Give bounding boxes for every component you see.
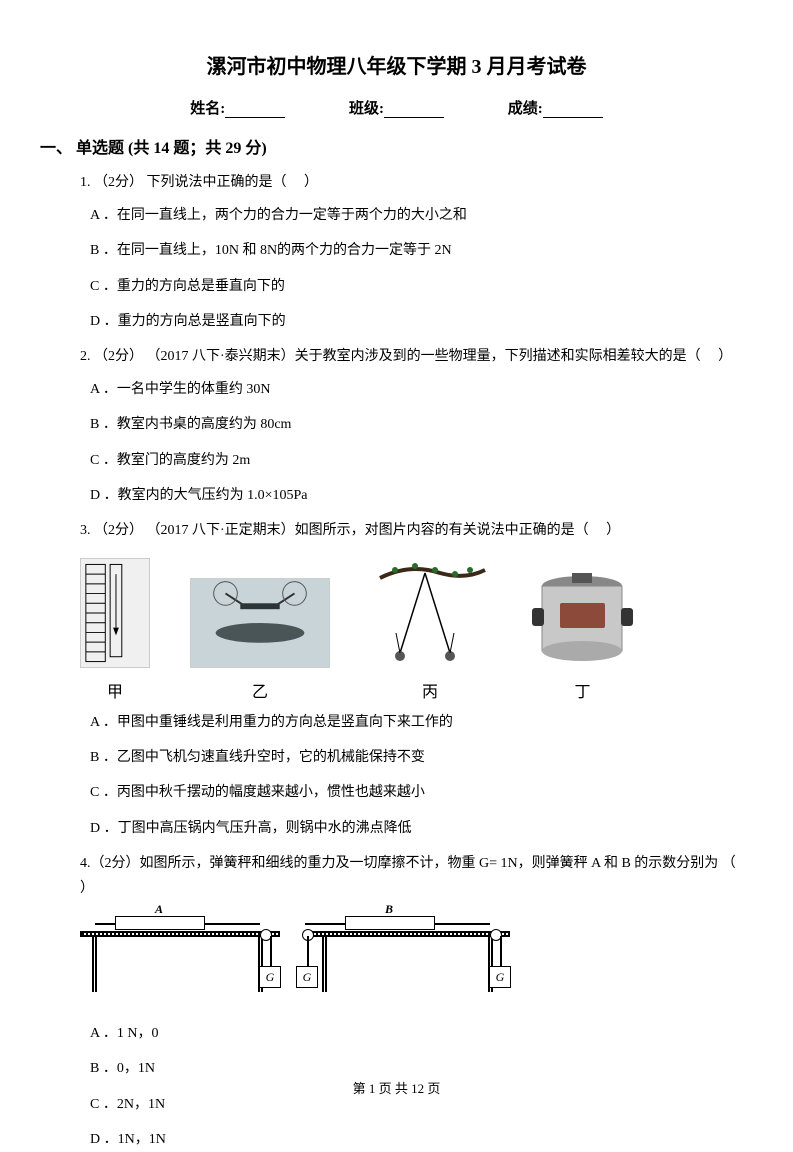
spring-b-label: B [385,902,393,917]
question-2: 2. （2分） （2017 八下·泰兴期末）关于教室内涉及到的一些物理量，下列描… [80,344,753,508]
spring-scale-b [345,916,435,930]
q3-label-bing: 丙 [422,678,438,702]
q3-label-yi: 乙 [252,678,268,702]
q3-image-jia: 甲 [80,558,150,702]
page-footer: 第 1 页 共 12 页 [0,1078,793,1097]
name-label: 姓名: [190,101,225,117]
q3-label-ding: 丁 [574,678,590,702]
table-leg-a-left [92,937,97,992]
weight-b-left: G [296,966,318,988]
footer-mid: 页 共 [375,1081,411,1096]
footer-prefix: 第 [353,1081,369,1096]
plumb-line-icon [80,558,150,668]
section-header: 一、 单选题 (共 14 题；共 29 分) [40,134,753,158]
q4-text: 4.（2分）如图所示，弹簧秤和细线的重力及一切摩擦不计，物重 G= 1N，则弹簧… [80,851,753,901]
string-b-horiz-r [435,923,490,925]
score-underline [543,102,603,118]
swing-icon [370,558,490,668]
q4-option-d: D ．1N，1N [90,1127,753,1152]
score-label: 成绩: [508,101,543,117]
spring-scale-a [115,916,205,930]
q3-images-row: 甲 乙 [80,558,753,702]
string-a-left [95,923,115,925]
weight-b-right: G [489,966,511,988]
meta-name: 姓名: [190,97,285,118]
q2-option-d: D ．教室内的大气压约为 1.0×105Pa [90,483,753,508]
q2-option-a: A ．一名中学生的体重约 30N [90,377,753,402]
question-4: 4.（2分）如图所示，弹簧秤和细线的重力及一切摩擦不计，物重 G= 1N，则弹簧… [80,851,753,901]
string-a-horiz [205,923,260,925]
string-b-horiz-l [305,923,345,925]
footer-total: 12 [411,1081,424,1096]
q3-image-bing: 丙 [370,558,490,702]
q3-option-d: D ．丁图中高压锅内气压升高，则锅中水的沸点降低 [90,816,753,841]
q2-text: 2. （2分） （2017 八下·泰兴期末）关于教室内涉及到的一些物理量，下列描… [80,344,753,369]
q3-option-a: A ．甲图中重锤线是利用重力的方向总是竖直向下来工作的 [90,710,753,735]
q1-option-c: C ．重力的方向总是垂直向下的 [90,274,753,299]
table-top-a [80,931,280,937]
q2-option-c: C ．教室门的高度约为 2m [90,448,753,473]
class-label: 班级: [349,101,384,117]
spring-setup-a: A G [80,916,280,1006]
q1-option-b: B ．在同一直线上，10N 和 8N的两个力的合力一定等于 2N [90,238,753,263]
question-3-options: A ．甲图中重锤线是利用重力的方向总是竖直向下来工作的 B ．乙图中飞机匀速直线… [80,710,753,841]
q1-option-a: A ．在同一直线上，两个力的合力一定等于两个力的大小之和 [90,203,753,228]
q4-option-a: A ．1 N，0 [90,1021,753,1046]
q4-diagram: A G B G G [80,916,753,1006]
table-leg-b-left [322,937,327,992]
string-b-vert-l [307,936,309,966]
page-title: 漯河市初中物理八年级下学期 3 月月考试卷 [40,50,753,79]
string-b-vert-r [500,936,502,966]
aircraft-icon [190,578,330,668]
question-3: 3. （2分） （2017 八下·正定期末）如图所示，对图片内容的有关说法中正确… [80,518,753,543]
q1-text: 1. （2分） 下列说法中正确的是（ ） [80,170,753,195]
meta-row: 姓名: 班级: 成绩: [40,97,753,118]
q1-option-d: D ．重力的方向总是竖直向下的 [90,309,753,334]
q3-text: 3. （2分） （2017 八下·正定期末）如图所示，对图片内容的有关说法中正确… [80,518,753,543]
meta-class: 班级: [349,97,444,118]
pressure-cooker-icon [530,568,635,668]
question-1: 1. （2分） 下列说法中正确的是（ ） A ．在同一直线上，两个力的合力一定等… [80,170,753,334]
meta-score: 成绩: [508,97,603,118]
footer-suffix: 页 [424,1081,440,1096]
table-top-b [310,931,510,937]
q3-image-yi: 乙 [190,578,330,702]
q2-option-b: B ．教室内书桌的高度约为 80cm [90,412,753,437]
name-underline [225,102,285,118]
spring-a-label: A [155,902,163,917]
q3-option-b: B ．乙图中飞机匀速直线升空时，它的机械能保持不变 [90,745,753,770]
q3-option-c: C ．丙图中秋千摆动的幅度越来越小，惯性也越来越小 [90,780,753,805]
spring-setup-b: B G G [310,916,510,1006]
q3-label-jia: 甲 [107,678,123,702]
weight-a: G [259,966,281,988]
class-underline [384,102,444,118]
string-a-vert [270,936,272,966]
q3-image-ding: 丁 [530,568,635,702]
